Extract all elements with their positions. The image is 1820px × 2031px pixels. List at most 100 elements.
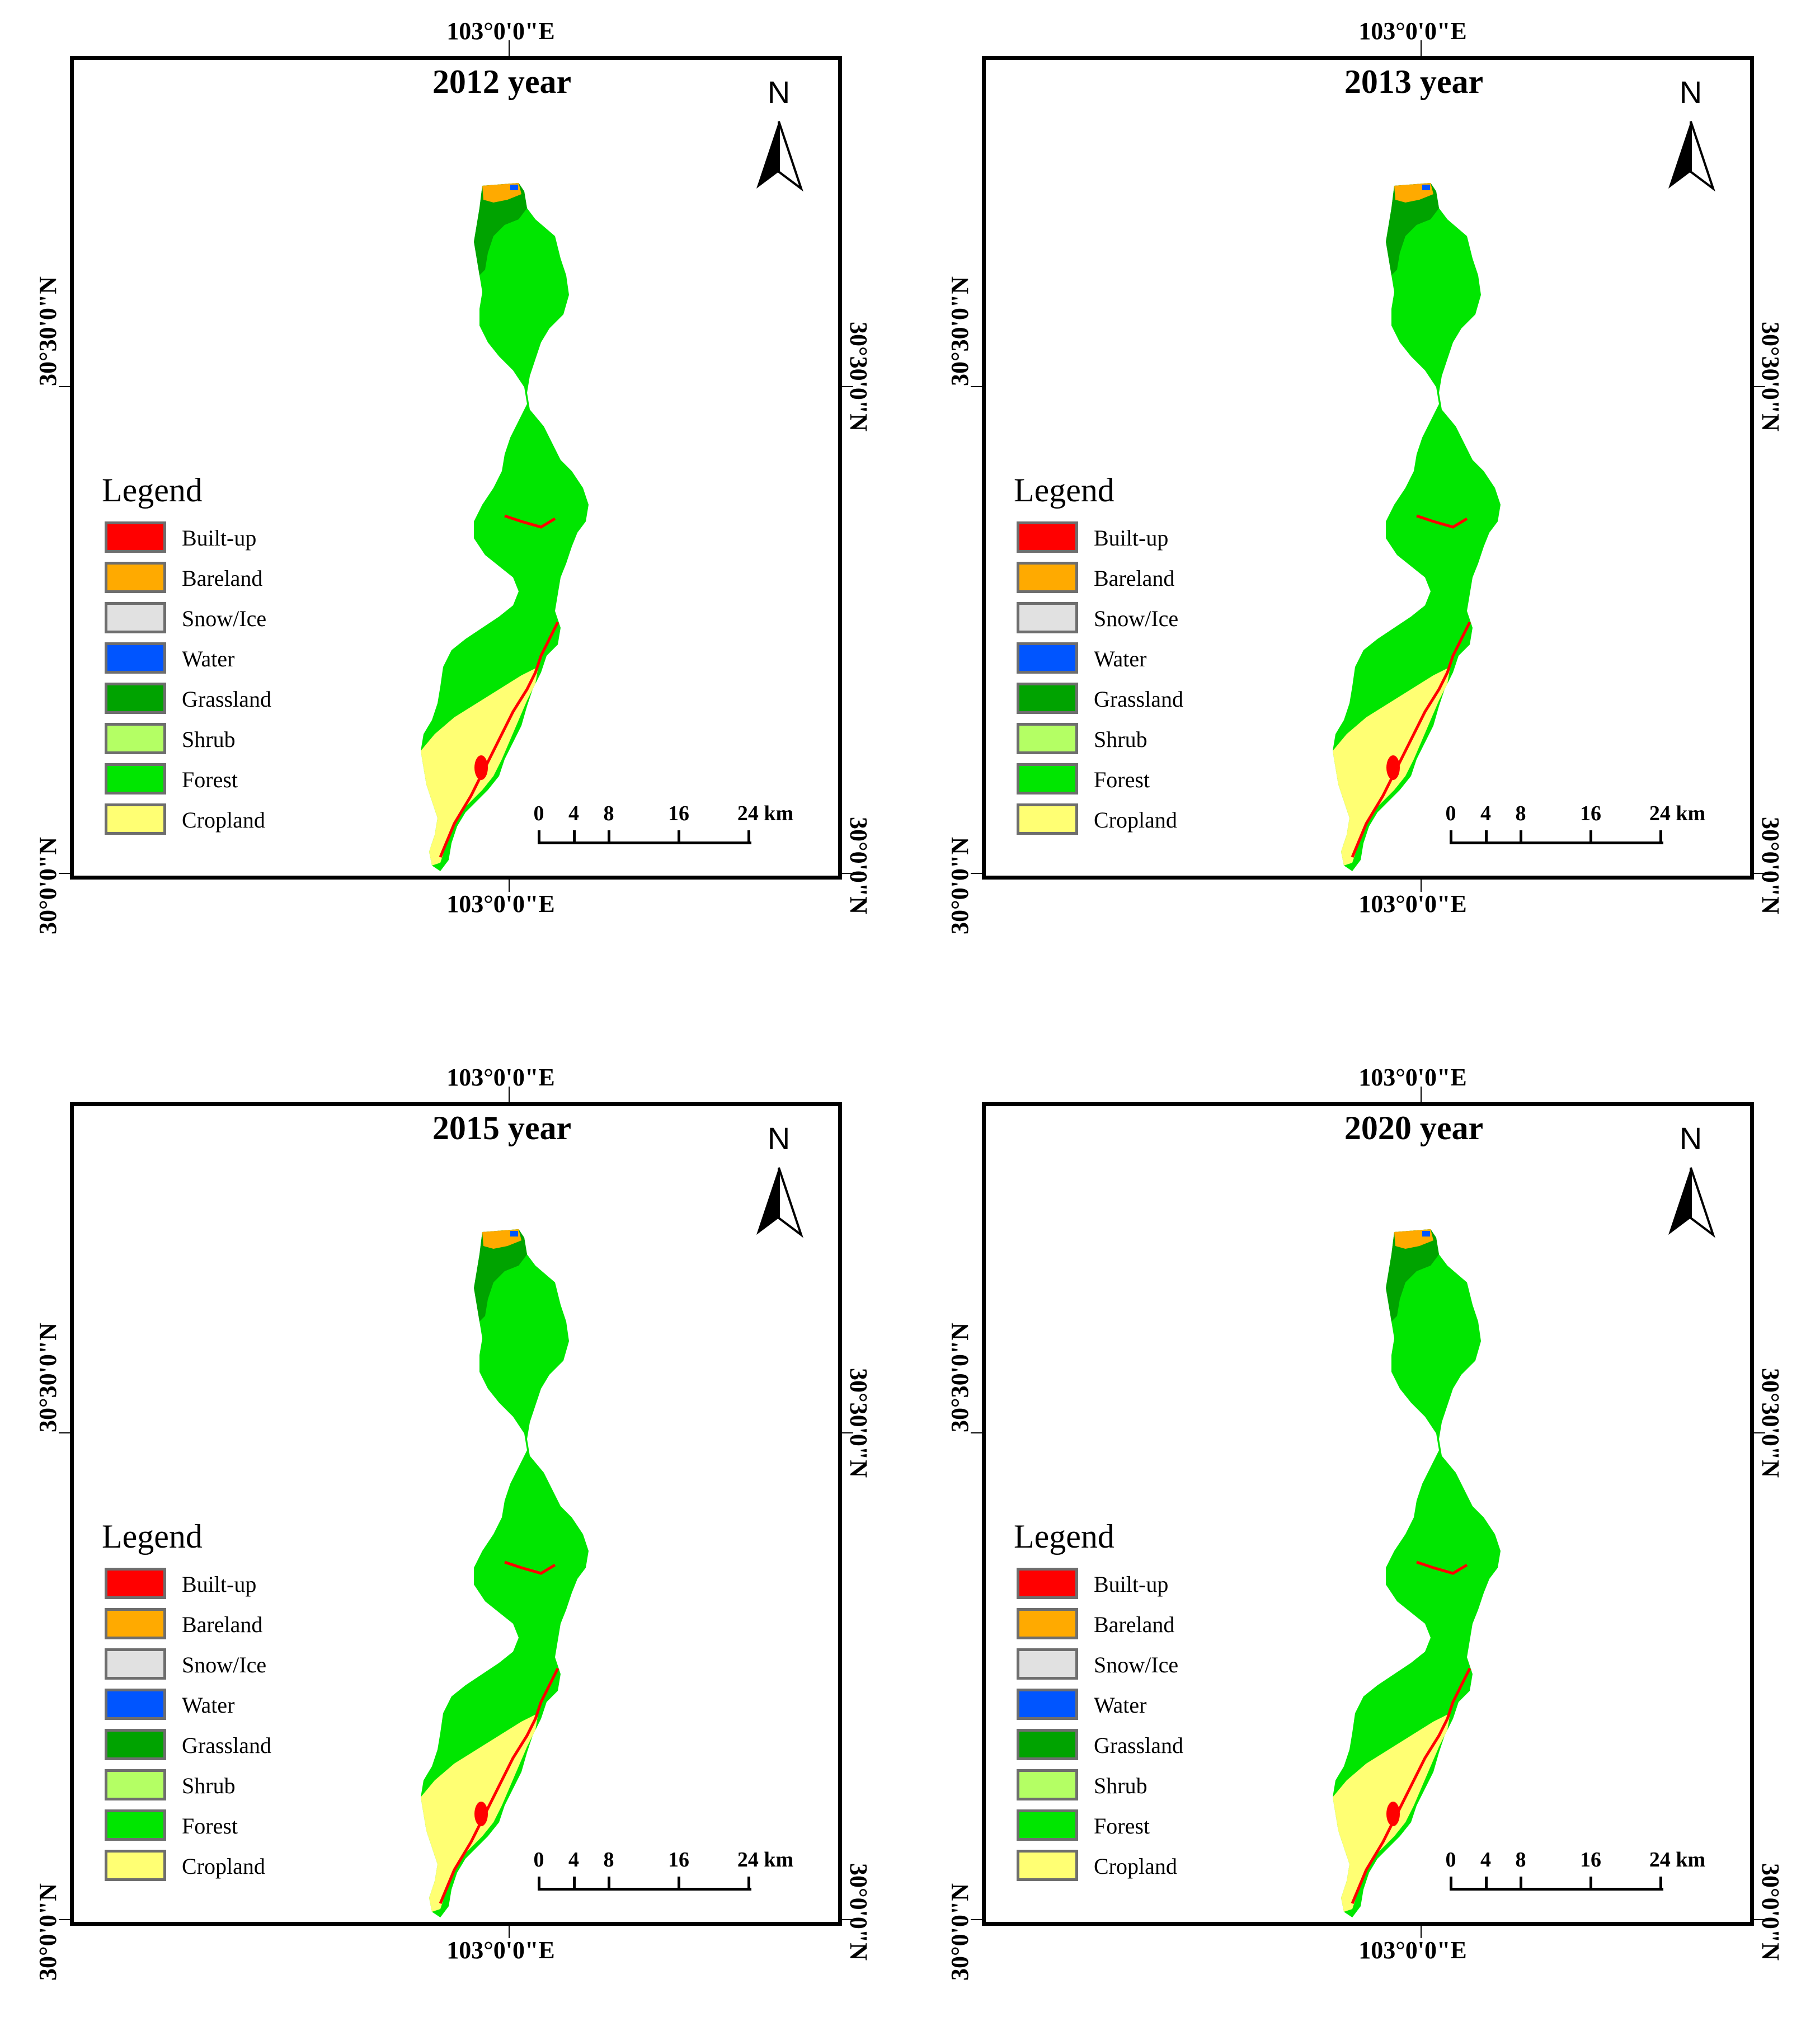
scale-bar-line — [1451, 1888, 1663, 1891]
legend-swatch — [1017, 521, 1078, 553]
legend-swatch — [1017, 683, 1078, 714]
scale-bar-label: 8 — [1515, 802, 1526, 825]
legend-label: Built-up — [1094, 525, 1169, 551]
north-arrow: N — [751, 74, 807, 203]
legend-swatch — [105, 602, 166, 633]
scale-bar-tick — [1450, 830, 1452, 844]
legend-label: Shrub — [182, 727, 236, 752]
built-up-town — [474, 755, 488, 780]
legend-title: Legend — [1014, 1518, 1114, 1555]
scale-bar-tick — [538, 830, 540, 844]
scale-bar-tick — [678, 1877, 680, 1891]
north-letter: N — [1679, 1121, 1703, 1156]
graticule-tick-left-lower — [971, 1919, 982, 1920]
scale-bar-tick — [572, 1877, 576, 1891]
north-arrow: N — [1663, 1120, 1719, 1249]
scale-bar-tick — [747, 1877, 750, 1891]
legend-swatch — [1017, 1689, 1078, 1720]
legend-label: Built-up — [182, 1572, 257, 1597]
legend-label: Cropland — [1094, 807, 1177, 833]
longitude-label-top: 103°0'0"E — [446, 17, 555, 45]
scale-bar-label: 24 km — [737, 802, 794, 825]
built-up-town — [1386, 755, 1400, 780]
legend-label: Built-up — [182, 525, 257, 551]
north-letter: N — [767, 1121, 791, 1156]
map-title: 2020 year — [1344, 1109, 1484, 1146]
graticule-tick-right-lower — [1754, 873, 1765, 874]
latitude-label-right-upper: 30°30'0"N — [845, 322, 872, 432]
legend-label: Cropland — [182, 807, 265, 833]
latitude-label-left-upper: 30°30'0"N — [34, 1322, 62, 1432]
water-area — [1422, 1231, 1430, 1237]
north-arrow: N — [1663, 74, 1719, 203]
scale-bar-tick — [1659, 1877, 1662, 1891]
scale-bar-tick — [747, 830, 750, 844]
legend-swatch — [1017, 1809, 1078, 1841]
grassland-area — [474, 183, 527, 275]
graticule-tick-top — [509, 1087, 510, 1102]
legend-swatch — [105, 1769, 166, 1800]
legend-swatch — [105, 1608, 166, 1639]
longitude-label-bottom: 103°0'0"E — [1358, 890, 1467, 918]
scale-bar-tick — [1659, 830, 1662, 844]
legend-label: Shrub — [1094, 1773, 1148, 1798]
built-up-corridor — [1351, 514, 1471, 858]
legend-label: Grassland — [1094, 1733, 1183, 1758]
latitude-label-left-lower: 30°0'0"N — [34, 836, 62, 934]
scale-bar-tick — [1589, 830, 1592, 844]
water-area — [510, 185, 518, 190]
graticule-tick-right-upper — [842, 1432, 853, 1433]
scale-bar-label: 4 — [568, 1848, 579, 1872]
legend-swatch — [1017, 602, 1078, 633]
map-title: 2012 year — [432, 63, 572, 100]
latitude-label-right-lower: 30°0'0"N — [845, 817, 872, 915]
graticule-tick-bottom — [509, 1926, 510, 1938]
scale-bar-tick — [1520, 830, 1522, 844]
scale-bar-label: 8 — [603, 1848, 614, 1872]
latitude-label-right-lower: 30°0'0"N — [1757, 817, 1784, 915]
latitude-label-right-upper: 30°30'0"N — [1757, 1368, 1784, 1478]
legend-swatch — [105, 642, 166, 674]
latitude-label-right-lower: 30°0'0"N — [845, 1863, 872, 1961]
legend-label: Shrub — [1094, 727, 1148, 752]
legend-swatch — [1017, 1769, 1078, 1800]
forest-area — [421, 183, 589, 871]
longitude-label-top: 103°0'0"E — [1358, 1064, 1467, 1091]
longitude-label-bottom: 103°0'0"E — [446, 1936, 555, 1964]
latitude-label-left-lower: 30°0'0"N — [946, 836, 974, 934]
legend-swatch — [105, 562, 166, 593]
legend-title: Legend — [1014, 472, 1114, 509]
north-arrow-icon — [756, 121, 803, 192]
legend-swatch — [105, 1809, 166, 1841]
graticule-tick-right-upper — [842, 386, 853, 387]
legend-label: Bareland — [182, 566, 263, 591]
scale-bar-label: 24 km — [1649, 1848, 1706, 1872]
scale-bar-label: 4 — [1480, 802, 1491, 825]
scale-bar-label: 0 — [533, 1848, 544, 1872]
legend-label: Forest — [1094, 767, 1150, 792]
map-panel-1: 103°0'0"E 2012 year N Legend Built-up Bar… — [0, 0, 906, 985]
built-up-town — [474, 1802, 488, 1826]
latitude-label-right-lower: 30°0'0"N — [1757, 1863, 1784, 1961]
land-cover-map — [1333, 1229, 1501, 1917]
map-title: 2013 year — [1344, 63, 1484, 100]
graticule-tick-left-upper — [971, 386, 982, 387]
graticule-tick-top — [1421, 40, 1422, 56]
legend-swatch — [105, 1648, 166, 1680]
water-area — [510, 1231, 518, 1237]
map-frame: 2015 year N Legend Built-up Bareland Snow/… — [70, 1102, 842, 1926]
north-letter: N — [767, 74, 791, 110]
legend-swatch — [105, 1568, 166, 1599]
legend-label: Cropland — [1094, 1854, 1177, 1879]
legend-swatch — [1017, 763, 1078, 794]
grassland-area — [474, 1229, 527, 1322]
scale-bar-label: 16 — [668, 802, 689, 825]
latitude-label-left-upper: 30°30'0"N — [34, 276, 62, 386]
scale-bar-label: 16 — [1580, 802, 1601, 825]
north-arrow-icon — [1668, 121, 1715, 192]
north-letter: N — [1679, 74, 1703, 110]
legend-label: Water — [1094, 646, 1147, 671]
graticule-tick-left-upper — [59, 386, 70, 387]
legend-label: Water — [182, 646, 235, 671]
scale-bar-tick — [1589, 1877, 1592, 1891]
